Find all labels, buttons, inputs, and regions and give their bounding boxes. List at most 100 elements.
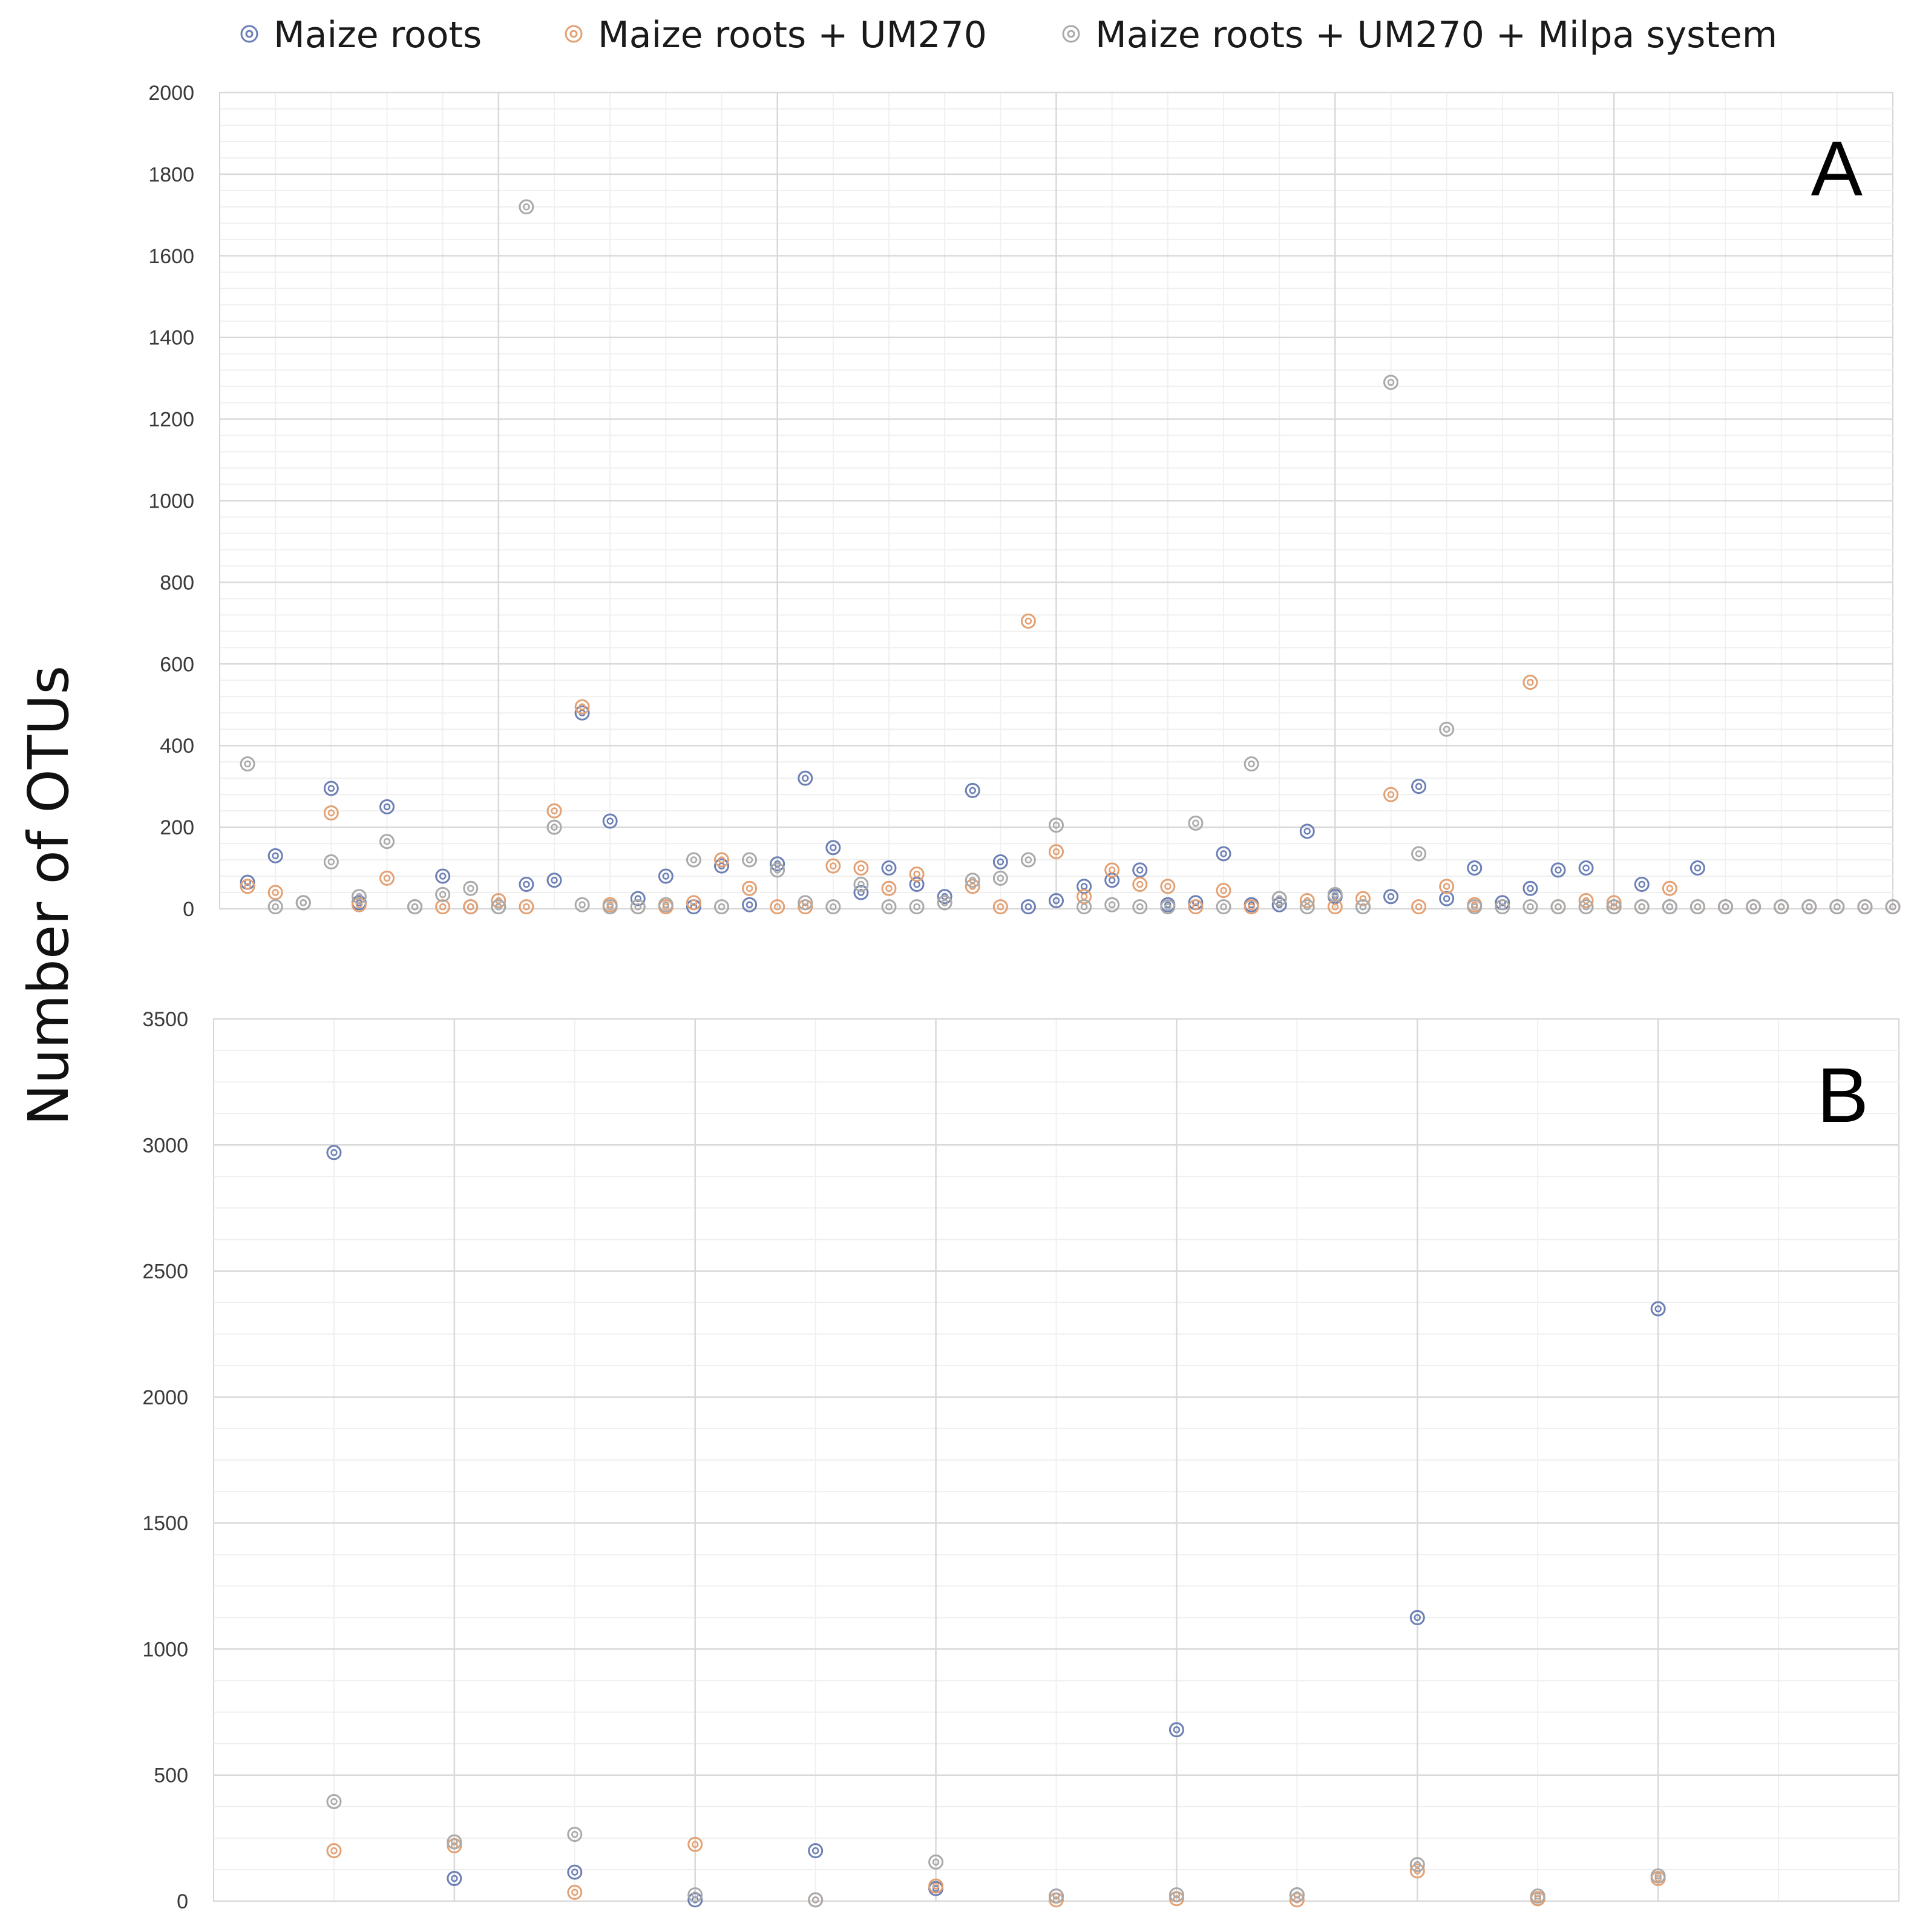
data-point: [379, 870, 395, 886]
data-point-outer-ring: [1020, 899, 1036, 915]
data-point-outer-ring: [326, 1843, 342, 1859]
data-point-outer-ring: [240, 879, 255, 894]
data-point-inner-ring: [272, 889, 279, 896]
data-point-outer-ring: [686, 852, 701, 868]
data-point: [658, 897, 674, 912]
data-point-inner-ring: [857, 880, 865, 888]
data-point: [825, 899, 841, 915]
data-point-inner-ring: [1052, 897, 1060, 905]
data-point: [1550, 862, 1566, 878]
data-point-inner-ring: [1136, 880, 1144, 888]
data-point-inner-ring: [1582, 903, 1590, 911]
data-point-inner-ring: [1534, 1895, 1541, 1902]
data-point-inner-ring: [1889, 903, 1896, 911]
data-point-inner-ring: [811, 1847, 819, 1855]
data-point-inner-ring: [941, 899, 948, 906]
data-point-inner-ring: [1164, 903, 1172, 911]
data-point: [1168, 1887, 1184, 1903]
data-point-outer-ring: [808, 1843, 824, 1859]
data-point: [798, 770, 813, 786]
data-point-outer-ring: [965, 873, 980, 888]
data-point: [881, 899, 897, 915]
data-point: [574, 897, 590, 912]
data-point-outer-ring: [1411, 899, 1427, 915]
data-point-inner-ring: [1024, 617, 1032, 625]
data-point-outer-ring: [447, 1834, 462, 1850]
data-point-inner-ring: [1471, 864, 1478, 872]
data-point: [687, 1887, 703, 1903]
data-point-inner-ring: [1414, 1861, 1421, 1868]
data-point-inner-ring: [773, 866, 781, 874]
data-point-outer-ring: [1049, 817, 1064, 833]
data-point-inner-ring: [830, 862, 837, 869]
data-point-outer-ring: [1132, 899, 1148, 915]
data-point-inner-ring: [1443, 895, 1450, 902]
data-point-outer-ring: [630, 899, 646, 915]
data-point-inner-ring: [1331, 891, 1339, 899]
data-point-outer-ring: [909, 877, 925, 892]
data-point-inner-ring: [1276, 895, 1283, 902]
data-point: [1689, 899, 1705, 915]
data-point-inner-ring: [451, 1838, 458, 1845]
data-point: [240, 756, 255, 772]
data-point: [447, 1871, 462, 1887]
data-point-outer-ring: [1439, 879, 1455, 894]
data-point-outer-ring: [326, 1145, 342, 1161]
data-point-inner-ring: [1443, 883, 1450, 890]
data-point-outer-ring: [937, 895, 952, 911]
data-point-outer-ring: [742, 852, 758, 868]
data-point: [686, 895, 701, 911]
y-tick-label: 500: [154, 1764, 188, 1787]
data-point-outer-ring: [1299, 893, 1315, 909]
data-point-inner-ring: [1136, 866, 1144, 874]
y-tick-label: 1000: [148, 490, 194, 513]
data-point: [937, 895, 952, 911]
data-point-inner-ring: [467, 903, 474, 911]
data-point-outer-ring: [992, 854, 1008, 869]
data-point-outer-ring: [937, 889, 952, 905]
data-point-outer-ring: [714, 858, 729, 874]
data-point-outer-ring: [881, 899, 897, 915]
data-point-outer-ring: [1299, 899, 1315, 915]
data-point-outer-ring: [351, 889, 367, 905]
y-tick-label: 1800: [148, 163, 194, 186]
data-point: [435, 868, 451, 884]
data-point-outer-ring: [881, 860, 897, 876]
data-point-outer-ring: [687, 1836, 703, 1852]
data-point-outer-ring: [770, 862, 785, 878]
data-point-outer-ring: [1774, 899, 1789, 915]
data-point-outer-ring: [267, 848, 283, 863]
data-point: [602, 899, 618, 915]
data-point-outer-ring: [909, 866, 925, 882]
data-point-outer-ring: [825, 899, 841, 915]
data-point: [1857, 899, 1873, 915]
data-point-outer-ring: [1718, 899, 1733, 915]
data-point-inner-ring: [718, 903, 726, 911]
data-point: [323, 805, 339, 820]
data-point-inner-ring: [1534, 1892, 1541, 1900]
data-point-outer-ring: [1857, 899, 1873, 915]
data-point-outer-ring: [435, 868, 451, 884]
data-point-inner-ring: [1248, 760, 1255, 768]
y-tick-label: 2500: [142, 1260, 188, 1283]
data-point-outer-ring: [1271, 891, 1287, 906]
data-point-inner-ring: [411, 903, 419, 911]
data-point-inner-ring: [272, 852, 279, 860]
data-point-inner-ring: [1471, 903, 1478, 911]
data-point: [1299, 899, 1315, 915]
data-point-outer-ring: [546, 819, 562, 835]
data-point: [1409, 1609, 1425, 1625]
data-point-outer-ring: [1662, 880, 1677, 896]
data-point-inner-ring: [662, 901, 670, 909]
data-point: [1467, 860, 1483, 876]
data-point-inner-ring: [1555, 903, 1562, 911]
data-point: [1049, 1888, 1064, 1904]
data-point-inner-ring: [467, 885, 474, 892]
data-point-outer-ring: [267, 899, 283, 915]
y-tick-label: 0: [183, 898, 194, 921]
data-point-outer-ring: [1188, 899, 1204, 915]
legend-item-maize-roots-um270-milpa: Maize roots + UM270 + Milpa system: [1062, 14, 1777, 56]
data-point: [1160, 899, 1176, 915]
data-point-outer-ring: [1383, 375, 1398, 390]
